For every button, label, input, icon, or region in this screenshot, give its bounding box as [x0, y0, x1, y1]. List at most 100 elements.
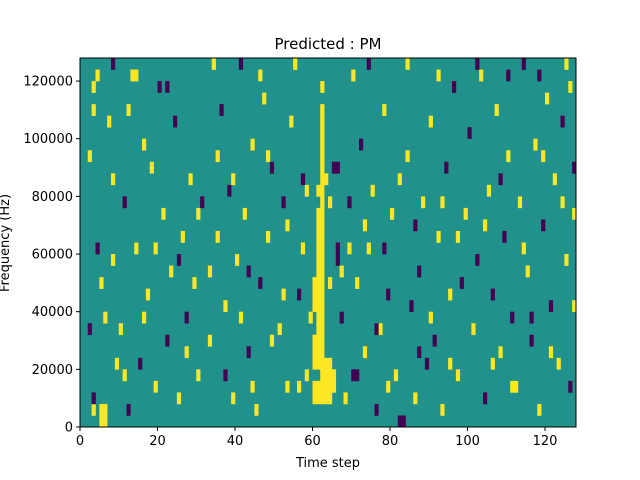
- heatmap-cell: [331, 161, 337, 174]
- heatmap-cell: [320, 104, 325, 116]
- heatmap-cell: [568, 81, 573, 93]
- heatmap-cell: [328, 380, 333, 393]
- heatmap-cell: [417, 346, 422, 359]
- heatmap-cell: [494, 104, 499, 116]
- heatmap-cell: [347, 242, 352, 255]
- heatmap-cell: [517, 196, 523, 209]
- heatmap-cell: [316, 334, 321, 347]
- heatmap-cell: [440, 403, 445, 416]
- heatmap-cell: [335, 161, 340, 174]
- heatmap-cell: [436, 69, 441, 82]
- heatmap-cell: [455, 369, 461, 382]
- heatmap-cell: [219, 104, 224, 116]
- heatmap-cell: [312, 334, 317, 347]
- heatmap-cell: [378, 323, 383, 336]
- heatmap-cell: [91, 403, 96, 416]
- heatmap-cell: [176, 392, 182, 405]
- y-tick-label: 0: [65, 421, 73, 436]
- heatmap-cell: [498, 346, 503, 359]
- heatmap-cell: [130, 69, 135, 82]
- heatmap-cell: [320, 300, 325, 312]
- y-axis: 0 20000 40000 60000 80000 100000 120000: [23, 75, 80, 436]
- heatmap-cell: [277, 323, 282, 336]
- heatmap-cell: [266, 150, 271, 163]
- heatmap-cell: [211, 58, 216, 70]
- heatmap-cell: [316, 323, 321, 336]
- y-tick-label: 40000: [32, 305, 73, 320]
- y-tick-label: 20000: [32, 363, 73, 378]
- heatmap-cell: [432, 334, 437, 347]
- heatmap-cell: [463, 207, 468, 220]
- heatmap-cell: [335, 242, 340, 255]
- heatmap-cell: [231, 173, 236, 186]
- heatmap-cell: [316, 288, 321, 301]
- heatmap-cell: [145, 288, 151, 301]
- heatmap-cell: [564, 254, 569, 266]
- heatmap-cell: [312, 380, 317, 393]
- heatmap-cell: [320, 173, 325, 186]
- heatmap-cell: [103, 403, 108, 416]
- heatmap-cell: [320, 369, 325, 382]
- heatmap-cell: [490, 288, 495, 301]
- x-axis: 0 20 40 60 80 100 120: [76, 427, 557, 449]
- heatmap-cell: [258, 69, 263, 82]
- heatmap-cell: [126, 403, 131, 416]
- heatmap-cell: [320, 161, 325, 174]
- heatmap-cell: [320, 115, 325, 128]
- heatmap-cell: [207, 334, 213, 347]
- heatmap-cell: [235, 254, 240, 266]
- heatmap-cell: [312, 346, 317, 359]
- heatmap-cell: [320, 230, 325, 243]
- heatmap-cell: [448, 357, 453, 370]
- heatmap-cell: [142, 138, 147, 151]
- heatmap-cell: [328, 357, 333, 370]
- heatmap-cell: [479, 69, 484, 82]
- heatmap-cell: [269, 334, 275, 347]
- heatmap-cell: [537, 403, 542, 416]
- heatmap-cell: [142, 311, 147, 324]
- heatmap-cell: [99, 415, 104, 428]
- heatmap-cell: [316, 265, 321, 278]
- heatmap-cell: [529, 311, 534, 324]
- heatmap-cell: [246, 346, 251, 359]
- heatmap-cell: [91, 104, 96, 116]
- heatmap-cell: [556, 357, 561, 370]
- heatmap-cell: [374, 403, 379, 416]
- heatmap-cell: [231, 392, 236, 405]
- heatmap-cell: [320, 219, 325, 232]
- heatmap-cell: [455, 230, 461, 243]
- heatmap-cell: [320, 392, 325, 405]
- heatmap-cell: [521, 242, 526, 255]
- heatmap-cell: [227, 184, 232, 197]
- heatmap-cell: [316, 300, 321, 312]
- heatmap-cell: [382, 242, 387, 255]
- heatmap-cell: [413, 219, 418, 232]
- heatmap-cell: [316, 311, 321, 324]
- heatmap-cell: [316, 242, 321, 255]
- heatmap-cell: [486, 184, 492, 197]
- heatmap-cell: [304, 369, 309, 382]
- heatmap-cell: [548, 346, 554, 359]
- heatmap-cell: [316, 277, 321, 289]
- heatmap-cell: [572, 300, 577, 312]
- heatmap-cell: [289, 115, 294, 128]
- heatmap-cell: [413, 392, 418, 405]
- heatmap-cell: [386, 288, 391, 301]
- y-tick-label: 60000: [32, 248, 73, 263]
- heatmap-cell: [339, 311, 344, 324]
- heatmap-cell: [320, 184, 325, 197]
- heatmap-cell: [506, 150, 511, 163]
- heatmap-cell: [320, 288, 325, 301]
- heatmap-cell: [297, 288, 302, 301]
- heatmap-cell: [91, 392, 96, 405]
- heatmap-cell: [111, 254, 116, 266]
- heatmap-cell: [95, 242, 100, 255]
- heatmap-cell: [320, 265, 325, 278]
- heatmap-cell: [324, 380, 329, 393]
- heatmap-cell: [328, 277, 333, 289]
- heatmap-cell: [99, 403, 104, 416]
- heatmap-cell: [328, 392, 333, 405]
- heatmap-cell: [452, 81, 457, 93]
- heatmap-cell: [320, 242, 325, 255]
- heatmap-cell: [320, 323, 325, 336]
